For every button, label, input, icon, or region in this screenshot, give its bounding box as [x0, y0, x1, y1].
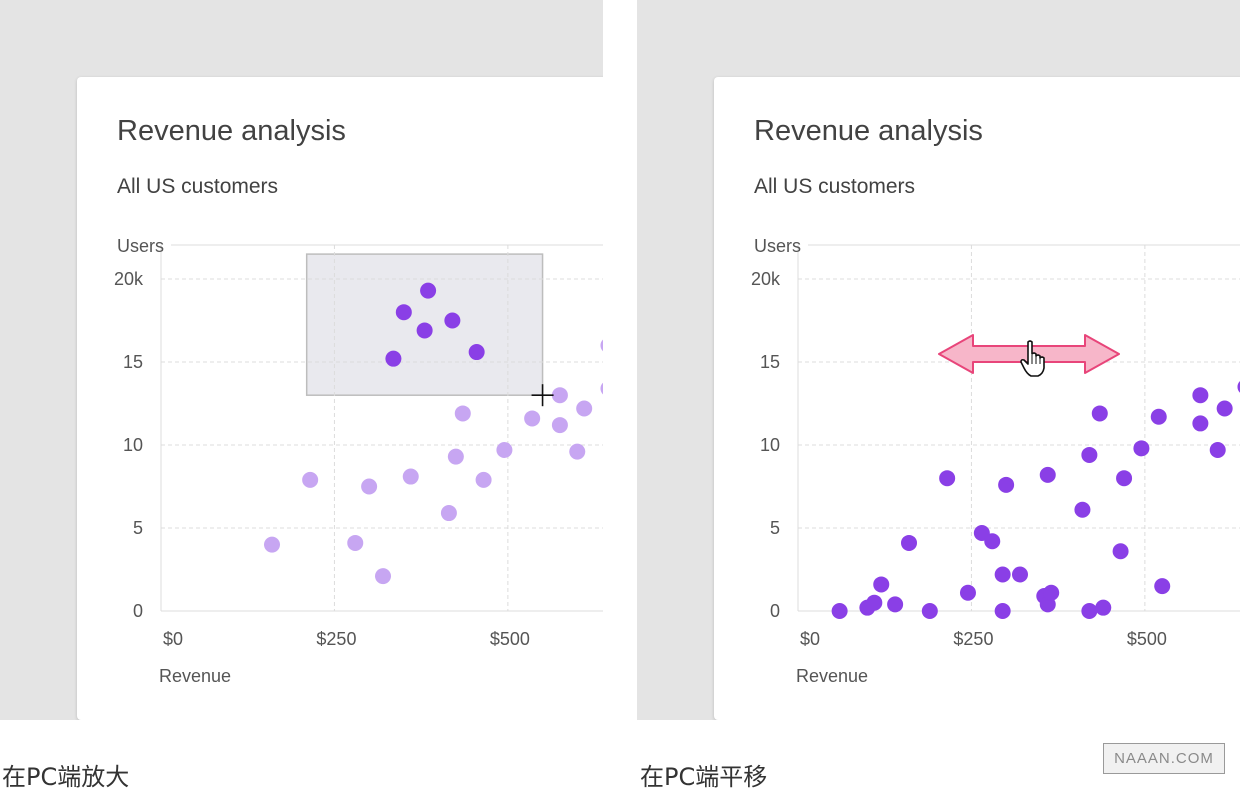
scatter-point[interactable] [264, 536, 280, 553]
scatter-point[interactable] [440, 505, 457, 522]
scatter-point[interactable] [1150, 408, 1167, 425]
y-tick-label: 5 [770, 518, 780, 538]
chart-title: Revenue analysis [117, 115, 346, 147]
scatter-point[interactable] [984, 533, 1001, 550]
scatter-point[interactable] [361, 478, 378, 495]
x-tick-label: $0 [800, 629, 820, 649]
scatter-point[interactable] [395, 304, 412, 321]
scatter-point[interactable] [551, 387, 568, 404]
scatter-point[interactable] [375, 568, 391, 585]
chart-subtitle: All US customers [754, 175, 916, 198]
scatter-point[interactable] [420, 282, 437, 299]
x-tick-label: $500 [1127, 629, 1167, 649]
scatter-point[interactable] [475, 471, 492, 488]
y-tick-label: 0 [770, 601, 780, 621]
scatter-point[interactable] [1116, 470, 1133, 487]
scatter-point[interactable] [569, 443, 586, 460]
scatter-point[interactable] [1209, 441, 1226, 458]
hand-pointer-icon [1020, 340, 1045, 377]
y-tick-label: 10 [760, 435, 780, 455]
crosshair-icon [531, 384, 554, 407]
chart-title: Revenue analysis [754, 115, 983, 147]
scatter-point[interactable] [939, 470, 956, 487]
scatter-point[interactable] [1133, 440, 1150, 457]
x-tick-label: $0 [163, 629, 183, 649]
scatter-point[interactable] [1012, 566, 1028, 583]
y-tick-label: 20k [751, 269, 781, 289]
scatter-point[interactable] [901, 534, 917, 551]
watermark-logo: NAAAN.COM [1103, 743, 1225, 774]
scatter-point[interactable] [873, 576, 890, 593]
y-tick-label: 20k [114, 269, 144, 289]
x-tick-label: $250 [953, 629, 993, 649]
x-axis-title: Revenue [796, 666, 868, 686]
y-tick-label: 15 [123, 352, 143, 372]
x-tick-label: $500 [490, 629, 530, 649]
scatter-point[interactable] [447, 448, 464, 465]
scatter-point[interactable] [921, 603, 938, 619]
scatter-point[interactable] [959, 584, 976, 601]
scatter-point[interactable] [1095, 599, 1112, 616]
y-axis-title: Users [117, 236, 164, 256]
scatter-point[interactable] [1039, 466, 1056, 483]
scatter-point[interactable] [998, 476, 1015, 493]
chart-card-zoom: Revenue analysis All US customers 0 5 10 15… [77, 77, 603, 720]
scatter-point[interactable] [385, 350, 402, 367]
scatter-point[interactable] [600, 381, 603, 397]
scatter-point[interactable] [1091, 405, 1108, 422]
scatter-point[interactable] [576, 400, 593, 417]
scatter-point[interactable] [1154, 578, 1171, 595]
scatter-point[interactable] [444, 312, 461, 329]
scatter-point[interactable] [347, 534, 364, 551]
scatter-point[interactable] [994, 566, 1011, 583]
scatter-point[interactable] [831, 603, 848, 619]
x-tick-label: $250 [316, 629, 356, 649]
scatter-point[interactable] [402, 468, 419, 485]
x-axis-title: Revenue [159, 666, 231, 686]
y-tick-label: 5 [133, 518, 143, 538]
scatter-point[interactable] [1112, 543, 1129, 560]
scatter-point[interactable] [866, 594, 883, 611]
y-tick-label: 0 [133, 601, 143, 621]
scatter-point[interactable] [1216, 400, 1233, 417]
caption-pan: 在PC端平移 [640, 763, 768, 791]
scatter-point[interactable] [1043, 584, 1060, 601]
scatter-point[interactable] [600, 337, 603, 353]
scatter-point[interactable] [1081, 603, 1098, 619]
scatter-point[interactable] [1192, 387, 1209, 404]
scatter-point[interactable] [496, 441, 513, 458]
caption-zoom: 在PC端放大 [2, 763, 130, 791]
scatter-point[interactable] [1081, 446, 1098, 463]
scatter-point[interactable] [524, 410, 541, 427]
pan-demo-panel: Revenue analysis All US customers 0 5 10 15… [637, 0, 1240, 720]
chart-card-pan: Revenue analysis All US customers 0 5 10 15… [714, 77, 1240, 720]
scatter-point[interactable] [416, 322, 433, 339]
y-tick-label: 10 [123, 435, 143, 455]
scatter-point[interactable] [454, 405, 471, 422]
scatter-point[interactable] [1237, 379, 1240, 395]
zoom-demo-panel: Revenue analysis All US customers 0 5 10 15… [0, 0, 603, 720]
scatter-point[interactable] [1074, 501, 1091, 518]
scatter-point[interactable] [551, 417, 568, 434]
chart-subtitle: All US customers [117, 175, 279, 198]
y-tick-label: 15 [760, 352, 780, 372]
y-axis-title: Users [754, 236, 801, 256]
scatter-point[interactable] [302, 471, 319, 488]
scatter-point[interactable] [468, 344, 485, 361]
scatter-point[interactable] [1192, 415, 1209, 432]
scatter-point[interactable] [887, 596, 904, 613]
scatter-point[interactable] [994, 603, 1011, 619]
